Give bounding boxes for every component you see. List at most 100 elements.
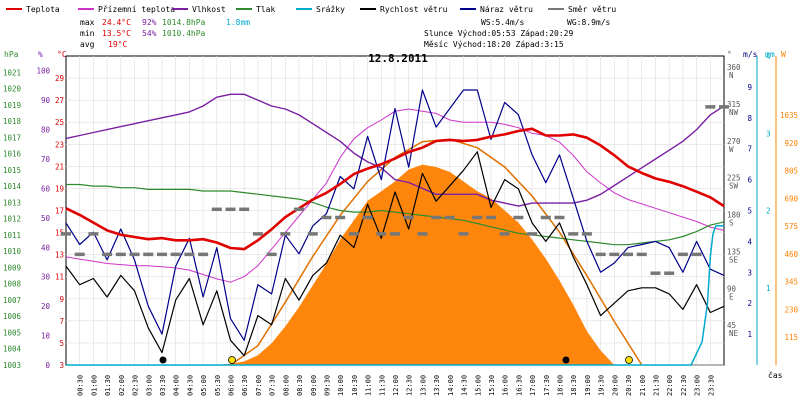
- direction-compass-label: NE: [729, 329, 739, 338]
- wind-tick-label: 5: [747, 207, 752, 216]
- rain-tick-label: 4: [766, 52, 771, 61]
- x-tick-label: 09:30: [323, 375, 331, 396]
- x-tick-label: 11:30: [378, 375, 386, 396]
- temperature-tick-label: 17: [55, 207, 64, 216]
- x-tick-label: 06:00: [228, 375, 236, 396]
- direction-tick-label: 360: [727, 63, 741, 72]
- humidity-tick-label: 20: [41, 302, 51, 311]
- direction-tick-label: 225: [727, 174, 741, 183]
- x-tick-label: 02:00: [118, 375, 126, 396]
- x-tick-label: 08:00: [282, 375, 290, 396]
- legend-label: Přízemní teplota: [98, 5, 175, 14]
- humidity-tick-label: 40: [41, 243, 51, 252]
- direction-tick-label: 270: [727, 137, 741, 146]
- legend-item-rychlost-vetru: Rychlost větru: [360, 5, 448, 14]
- direction-compass-label: N: [729, 71, 734, 80]
- unit-mm: mm: [765, 50, 775, 59]
- x-tick-label: 22:30: [680, 375, 688, 396]
- x-tick-label: 18:30: [570, 375, 578, 396]
- stat-moon-times: Měsíc Východ:18:20 Západ:3:15: [424, 40, 564, 49]
- legend-item-prizemni-teplota: Přízemní teplota: [78, 5, 175, 14]
- x-tick-label: 13:00: [419, 375, 427, 396]
- x-tick-label: 18:00: [557, 375, 565, 396]
- legend-item-teplota: Teplota: [6, 5, 60, 14]
- pressure-tick-label: 1012: [3, 215, 21, 224]
- legend-label: Teplota: [26, 5, 60, 14]
- rain-tick-label: 3: [766, 129, 771, 138]
- temperature-tick-label: 3: [59, 361, 64, 370]
- x-tick-label: 05:30: [214, 375, 222, 396]
- legend-item-tlak: Tlak: [236, 5, 275, 14]
- pressure-tick-label: 1020: [3, 85, 22, 94]
- x-tick-label: 15:00: [474, 375, 482, 396]
- unit-hpa: hPa: [4, 50, 19, 59]
- x-tick-label: 17:30: [543, 375, 551, 396]
- x-tick-label: 02:30: [132, 375, 140, 396]
- direction-tick-label: 135: [727, 247, 741, 256]
- x-tick-label: 12:30: [406, 375, 414, 396]
- stat-wind-speed: WS:5.4m/s: [481, 18, 525, 27]
- x-tick-label: 01:00: [90, 375, 98, 396]
- temperature-tick-label: 7: [59, 317, 64, 326]
- stats-block: max 24.4°C 92% 1014.8hPa 1.8mm min 13.5°…: [80, 18, 611, 49]
- direction-compass-label: W: [729, 145, 734, 154]
- x-tick-label: 06:30: [241, 375, 249, 396]
- wind-tick-label: 6: [747, 176, 752, 185]
- wind-tick-label: 3: [747, 268, 752, 277]
- legend: Teplota Přízemní teplota Vlhkost Tlak Sr…: [6, 5, 616, 14]
- stat-max-rain: 1.8mm: [226, 18, 250, 27]
- x-tick-label: 01:30: [104, 375, 112, 396]
- x-tick-label: 10:30: [351, 375, 359, 396]
- wind-direction-marks: [61, 105, 729, 275]
- x-tick-label: 10:00: [337, 375, 345, 396]
- temperature-tick-label: 15: [55, 229, 64, 238]
- x-tick-label: 23:30: [707, 375, 715, 396]
- rain-line: [66, 225, 724, 366]
- temperature-line: [65, 127, 725, 251]
- x-axis-label: čas: [768, 370, 783, 380]
- solar-tick-label: 690: [784, 194, 798, 203]
- humidity-tick-label: 0: [45, 361, 50, 370]
- legend-label: Srážky: [316, 5, 345, 14]
- x-tick-label: 11:00: [365, 375, 373, 396]
- pressure-tick-label: 1004: [3, 345, 22, 354]
- humidity-tick-label: 60: [41, 184, 51, 193]
- pressure-line: [66, 183, 725, 246]
- temperature-tick-label: 23: [55, 140, 64, 149]
- temperature-tick-label: 21: [55, 162, 64, 171]
- pressure-tick-label: 1006: [3, 312, 22, 321]
- solar-tick-label: 920: [784, 139, 798, 148]
- humidity-tick-label: 30: [41, 273, 51, 282]
- solar-tick-label: 115: [784, 333, 798, 342]
- left-axes: 1003100410051006100710081009101010111012…: [3, 67, 64, 370]
- x-tick-label: 05:00: [200, 375, 208, 396]
- solar-tick-label: 345: [784, 278, 798, 287]
- x-tick-label: 19:00: [584, 375, 592, 396]
- unit-ms: m/s: [743, 50, 758, 59]
- direction-compass-label: E: [729, 292, 734, 301]
- legend-item-naraz-vetru: Náraz větru: [460, 5, 533, 14]
- x-tick-label: 17:00: [529, 375, 537, 396]
- legend-label: Tlak: [256, 5, 275, 14]
- wind-tick-label: 1: [747, 330, 752, 339]
- stat-max-label: max: [80, 18, 95, 27]
- humidity-tick-label: 10: [41, 332, 51, 341]
- x-tick-label: 00:30: [77, 375, 85, 396]
- stat-min-hum: 54%: [142, 29, 157, 38]
- wind-tick-label: 2: [747, 299, 752, 308]
- direction-compass-label: S: [729, 219, 734, 228]
- series-lines: [65, 89, 725, 366]
- legend-item-smer-vetru: Směr větru: [548, 5, 616, 14]
- sun-moon-markers: [159, 356, 633, 364]
- pressure-tick-label: 1009: [3, 263, 21, 272]
- rain-tick-label: 2: [766, 207, 771, 216]
- x-tick-label: 03:00: [145, 375, 153, 396]
- x-tick-label: 04:00: [173, 375, 181, 396]
- x-tick-label: 15:30: [488, 375, 496, 396]
- temperature-tick-label: 27: [55, 96, 64, 105]
- pressure-tick-label: 1011: [3, 231, 21, 240]
- direction-compass-label: SE: [729, 255, 739, 264]
- humidity-tick-label: 80: [41, 126, 51, 135]
- temperature-tick-label: 13: [55, 251, 64, 260]
